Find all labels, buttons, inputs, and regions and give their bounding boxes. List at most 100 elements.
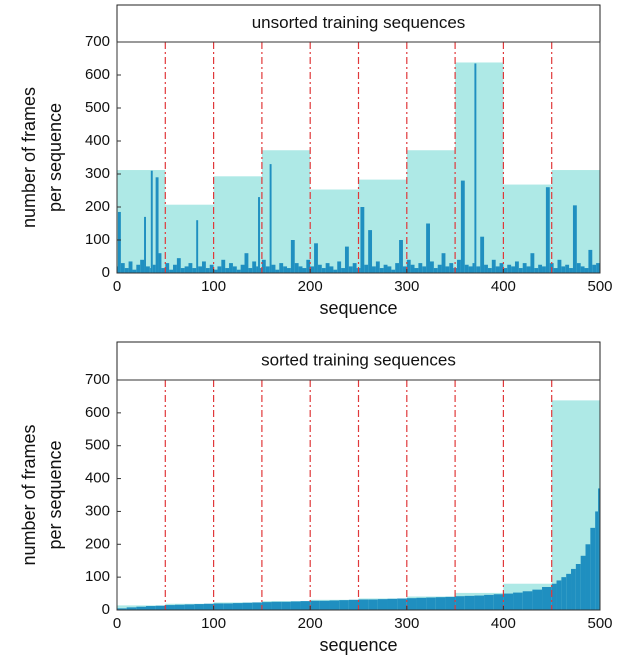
sequence-bar [223, 603, 233, 610]
sequence-bar [128, 261, 133, 273]
sequence-bar [174, 604, 185, 610]
sequence-bar [491, 259, 496, 273]
sequence-bar [244, 253, 249, 273]
sequence-bar [240, 264, 245, 273]
sequence-bar [503, 593, 514, 610]
sequence-bar [480, 236, 485, 273]
sequence-bar [387, 266, 392, 273]
sequence-bar [377, 599, 388, 610]
sequence-bar [298, 266, 303, 273]
sequence-bar [169, 269, 174, 273]
sequence-bar [252, 602, 262, 610]
sequence-bar [575, 564, 581, 610]
chart-title: unsorted training sequences [252, 13, 466, 32]
sequence-bar [588, 249, 593, 273]
batch-bar [213, 176, 262, 273]
y-tick-label: 0 [102, 264, 110, 281]
sequence-bar [391, 269, 396, 273]
sequence-bar [321, 268, 326, 273]
sequence-bar [472, 263, 475, 273]
sequence-bar [484, 594, 494, 610]
sequence-bar [522, 591, 533, 610]
batch-bar [406, 150, 456, 273]
sequence-bar [433, 268, 438, 273]
y-axis-label: number of frames [19, 87, 39, 228]
sequence-bar [507, 264, 512, 273]
sequence-bar [117, 211, 121, 273]
sequence-bar [379, 268, 384, 273]
sequence-bar [180, 268, 185, 273]
y-axis-label: per sequence [45, 103, 65, 212]
sequence-bar [474, 595, 485, 610]
sequence-bar [314, 243, 318, 273]
sequence-bar [387, 598, 398, 610]
y-tick-label: 0 [102, 601, 110, 618]
sequence-bar [188, 263, 193, 273]
x-tick-label: 100 [201, 615, 226, 632]
sequence-bar [595, 511, 599, 610]
sequence-bar [144, 216, 146, 273]
sequence-bar [530, 253, 535, 273]
sequence-bar [545, 187, 550, 273]
sequence-bar [261, 602, 272, 610]
sequence-bar [232, 266, 237, 273]
sequence-bar [136, 264, 141, 273]
sequence-bar [344, 246, 349, 273]
sequence-bar [209, 264, 214, 273]
sequence-bar [435, 597, 446, 610]
plot-frame [116, 41, 601, 274]
sequence-bar [532, 589, 543, 610]
sequence-bar [205, 268, 210, 273]
sequence-bar [352, 263, 357, 273]
title-box [116, 4, 601, 43]
sequence-bar [192, 268, 197, 273]
sequence-bar [184, 266, 189, 273]
sequence-bar [271, 601, 282, 610]
y-tick-label: 600 [85, 404, 110, 421]
sequence-bar [499, 263, 504, 273]
sequence-bar [569, 268, 573, 273]
sequence-bar [538, 264, 543, 273]
sequence-bar [252, 261, 257, 273]
x-tick-label: 400 [491, 278, 516, 295]
sequence-bar [487, 268, 492, 273]
y-tick-label: 300 [85, 165, 110, 182]
sequence-bar [514, 261, 519, 273]
sequence-bar [126, 607, 137, 610]
x-tick-label: 0 [113, 615, 121, 632]
sequence-bar [542, 587, 552, 610]
x-tick-label: 200 [298, 615, 323, 632]
sequence-bar [503, 268, 508, 273]
sequence-bar [269, 164, 272, 273]
sequence-bar [457, 259, 461, 273]
y-tick-label: 400 [85, 132, 110, 149]
sequence-bar [468, 266, 473, 273]
batch-bar [358, 179, 407, 273]
sequence-bar [310, 600, 320, 610]
sequence-bar [368, 599, 378, 610]
sequence-bar [416, 597, 427, 610]
sequence-bar [437, 264, 442, 273]
y-tick-label: 300 [85, 502, 110, 519]
sequence-bar [522, 263, 527, 273]
sequence-bar [150, 170, 153, 273]
sequence-bar [341, 268, 345, 273]
sequence-bar [399, 240, 403, 273]
x-tick-label: 500 [587, 615, 612, 632]
y-tick-label: 500 [85, 99, 110, 116]
sequence-bar [360, 207, 365, 273]
sequence-bar [464, 264, 469, 273]
sequence-bar [561, 577, 567, 610]
sequence-bar [406, 598, 417, 610]
sequence-bar [580, 555, 586, 610]
sequence-bar [429, 261, 434, 273]
sequence-bar [275, 269, 280, 273]
sequence-bar [596, 263, 600, 273]
sequence-bar [449, 263, 454, 273]
x-tick-label: 100 [201, 278, 226, 295]
sequence-bar [455, 596, 465, 610]
sequence-bar [598, 488, 600, 610]
sequence-bar [445, 596, 456, 610]
sequence-bar [337, 261, 342, 273]
sequence-bar [317, 264, 322, 273]
